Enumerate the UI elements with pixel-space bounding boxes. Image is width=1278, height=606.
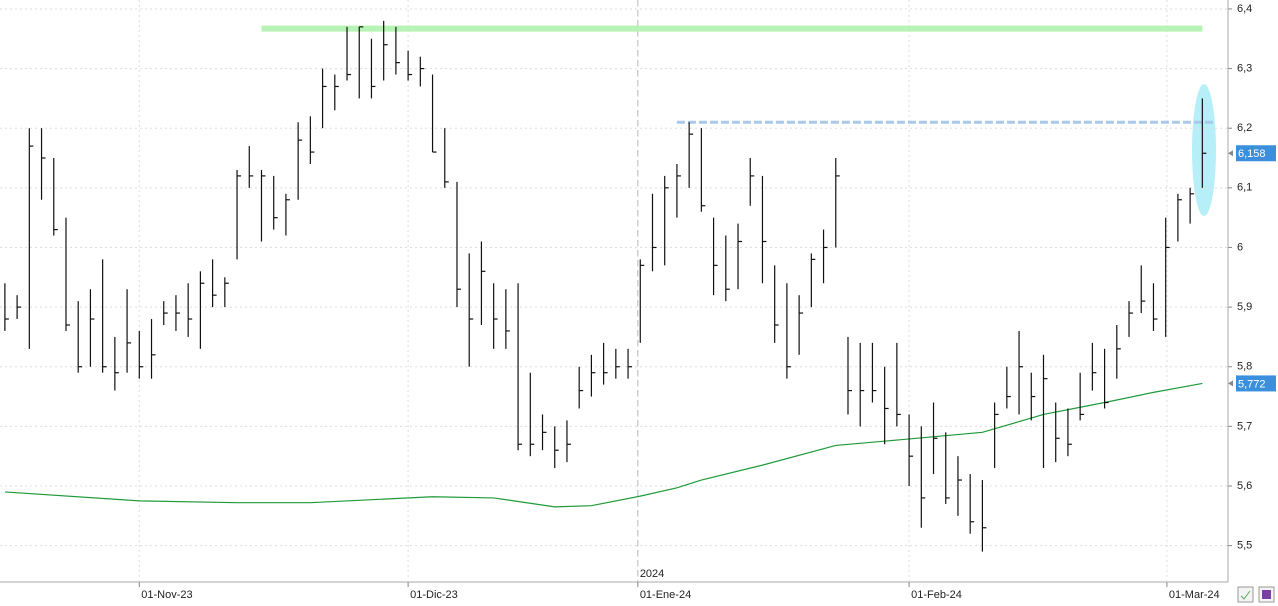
y-tick-label: 6,4 [1237,3,1252,15]
x-tick-label: 01-Nov-23 [141,589,192,601]
last-value-box [1236,375,1276,392]
toolbar-icons[interactable] [1237,586,1275,603]
zoom-icon-glyph [1240,590,1251,600]
highlight-ellipse [1192,84,1216,216]
zoom-icon[interactable] [1237,586,1254,603]
last-value-arrow [1228,150,1233,157]
y-tick-label: 6,1 [1237,182,1252,194]
x-tick-label: 01-Feb-24 [911,589,962,601]
last-value-arrow [1228,380,1233,387]
right-axis-panel [1228,0,1278,606]
x-tick-label: 01-Dic-23 [410,589,458,601]
year-label: 2024 [640,568,664,580]
y-tick-label: 5,6 [1237,480,1252,492]
y-tick-label: 5,5 [1237,540,1252,552]
x-tick-label: 01-Mar-24 [1169,589,1220,601]
y-tick-label: 5,7 [1237,420,1252,432]
x-tick-label: 01-Ene-24 [640,589,691,601]
y-tick-label: 5,8 [1237,361,1252,373]
last-value-label: 6,158 [1238,148,1266,160]
y-tick-label: 6,2 [1237,122,1252,134]
save-icon-glyph [1262,590,1271,599]
y-tick-label: 6 [1237,241,1243,253]
last-value-box [1236,145,1276,162]
y-tick-label: 5,9 [1237,301,1252,313]
last-value-label: 5,772 [1238,378,1266,390]
y-tick-label: 6,3 [1237,62,1252,74]
